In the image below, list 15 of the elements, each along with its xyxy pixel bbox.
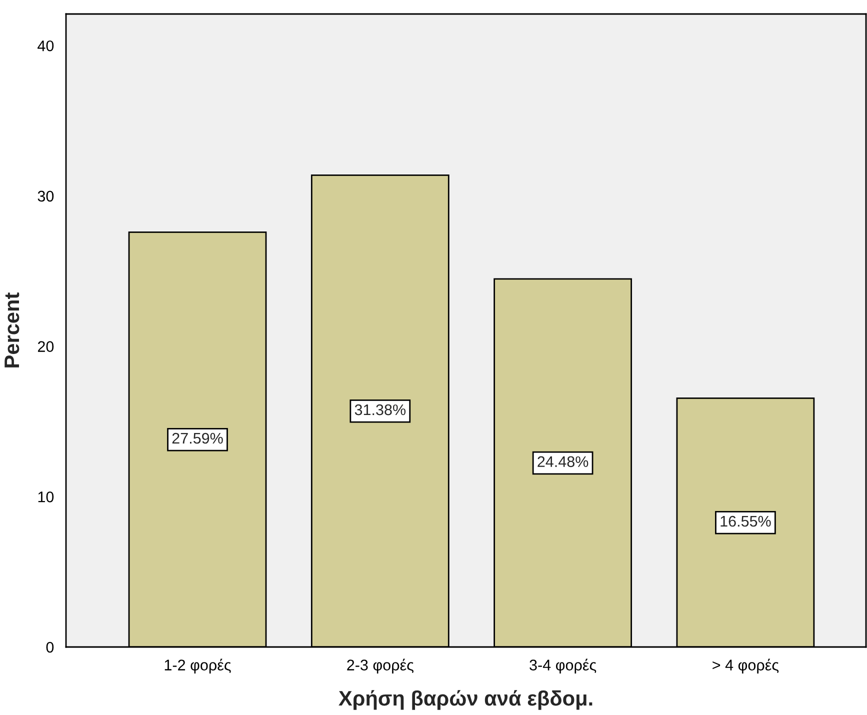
y-tick-label: 20 [38,341,54,352]
y-tick-label: 10 [38,492,54,502]
y-tick-label: 30 [38,190,54,202]
data-label: 27.59% [172,432,223,444]
data-label: 31.38% [354,404,406,416]
x-tick-label: > 4 φορές [712,658,779,674]
x-tick-label: 3-4 φορές [530,658,596,674]
y-axis-title: Percent [4,292,20,368]
data-label: 16.55% [720,516,771,527]
x-tick-label: 2-3 φορές [347,658,414,674]
y-tick-label: 0 [46,642,54,653]
data-label: 24.48% [538,456,588,468]
y-tick-label: 40 [38,40,54,52]
x-tick-label: 1-2 φορές [164,658,231,674]
x-axis-title: Χρήση βαρών ανά εβδομ. [338,690,592,710]
